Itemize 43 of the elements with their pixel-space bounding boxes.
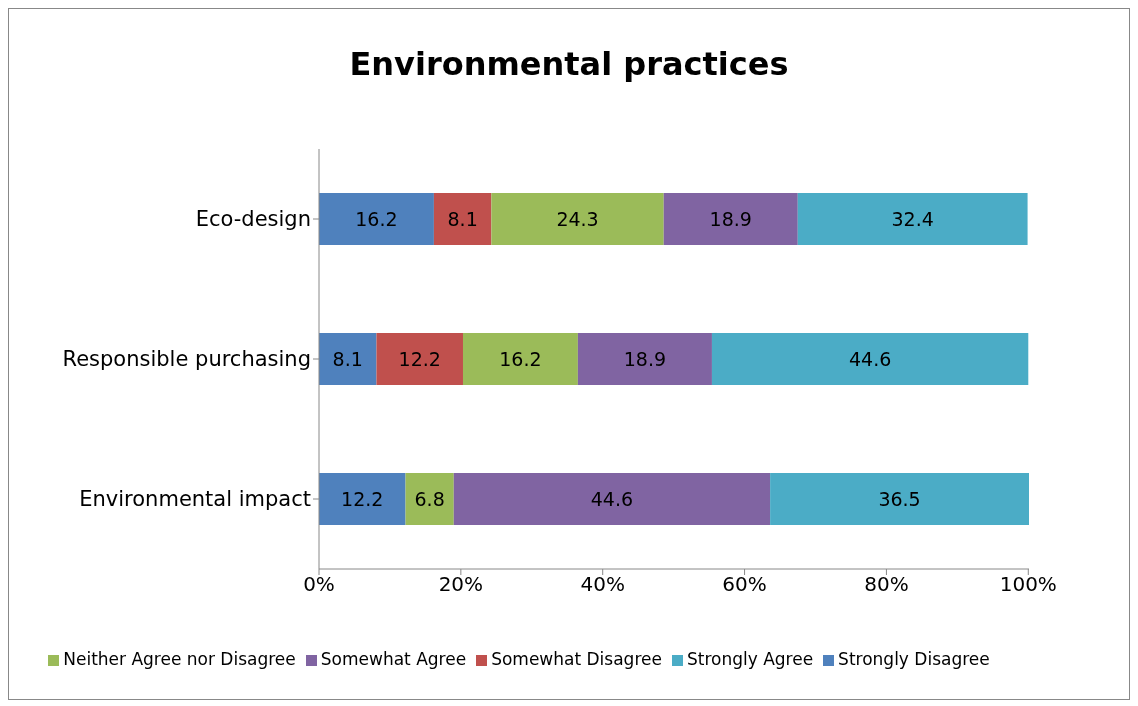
bar — [405, 473, 454, 525]
data-label: 8.1 — [447, 207, 478, 230]
data-label: 6.8 — [414, 487, 445, 510]
bar — [770, 473, 1029, 525]
data-label: 16.2 — [355, 207, 398, 230]
data-label: 18.9 — [623, 347, 667, 370]
legend-label: Strongly Disagree — [838, 649, 990, 669]
bar — [319, 473, 406, 525]
bar — [433, 193, 492, 245]
data-label: 44.6 — [848, 347, 892, 370]
y-tick-label: Responsible purchasing — [62, 347, 311, 372]
legend-label: Somewhat Disagree — [491, 649, 662, 669]
x-tick-label: 100% — [999, 572, 1057, 597]
bar — [462, 333, 578, 385]
bar — [663, 193, 798, 245]
x-tick-label: 60% — [722, 572, 767, 597]
x-tick-label: 80% — [864, 572, 909, 597]
data-label: 24.3 — [556, 207, 599, 230]
data-label: 12.2 — [341, 487, 384, 510]
y-tick-label: Eco-design — [195, 207, 311, 232]
x-tick-label: 20% — [438, 572, 484, 597]
bar — [319, 193, 434, 245]
x-tick-label: 0% — [303, 572, 335, 597]
y-tick-label: Environmental impact — [79, 487, 311, 512]
bar — [491, 193, 664, 245]
chart-title: Environmental practices — [348, 44, 790, 85]
legend-label: Somewhat Agree — [320, 649, 467, 669]
bar — [319, 333, 377, 385]
bar — [376, 333, 463, 385]
data-label: 12.2 — [398, 347, 441, 370]
legend-label: Neither Agree nor Disagree — [63, 649, 296, 669]
data-label: 36.5 — [878, 487, 921, 510]
legend-label: Strongly Agree — [686, 649, 814, 669]
data-label: 16.2 — [499, 347, 542, 370]
x-tick-label: 40% — [580, 572, 625, 597]
data-label: 8.1 — [332, 347, 363, 370]
data-label: 32.4 — [891, 207, 934, 230]
bar — [711, 333, 1029, 385]
data-label: 44.6 — [590, 487, 634, 510]
bar — [577, 333, 712, 385]
data-label: 18.9 — [709, 207, 752, 230]
bar — [797, 193, 1028, 245]
bar — [453, 473, 771, 525]
